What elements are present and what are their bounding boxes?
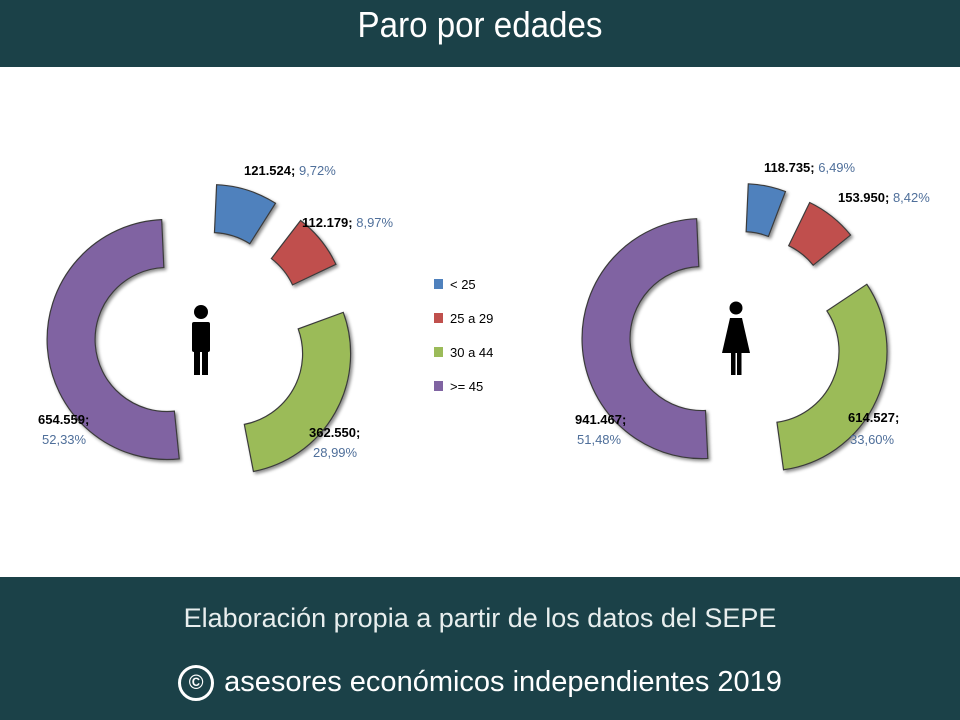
men-slice-30-44 (243, 311, 352, 473)
data-label: 362.550; (309, 425, 360, 440)
female-icon (722, 301, 750, 375)
legend-label-25-29: 25 a 29 (450, 311, 493, 326)
legend: < 25 25 a 29 30 a 44 >= 45 (434, 277, 493, 394)
legend-label-30-44: 30 a 44 (450, 345, 493, 360)
donut-charts: < 25 25 a 29 30 a 44 >= 45 121.524; 9,72… (38, 160, 930, 473)
legend-swatch-25-29 (434, 313, 443, 323)
copyright-icon: © (178, 665, 215, 701)
data-label: 614.527; (848, 410, 899, 425)
data-label: 121.524; 9,72% (244, 163, 336, 178)
data-label: 941.467; (575, 412, 626, 427)
data-label: 153.950; 8,42% (838, 190, 930, 205)
men-slice-25-29 (270, 219, 337, 286)
labels-women: 118.735; 6,49% 153.950; 8,42% 614.527; 3… (575, 160, 930, 447)
legend-label-lt25: < 25 (450, 277, 476, 292)
copyright-text: asesores económicos independientes 2019 (224, 666, 782, 698)
legend-swatch-gte45 (434, 381, 443, 391)
data-label: 118.735; 6,49% (764, 160, 856, 175)
source-note: Elaboración propia a partir de los datos… (183, 603, 777, 633)
women-slice-25-29 (787, 201, 852, 267)
male-icon (192, 305, 210, 375)
legend-label-gte45: >= 45 (450, 379, 483, 394)
copyright-line: © asesores económicos independientes 2019 (0, 665, 960, 701)
men-slice-lt25 (213, 184, 277, 245)
women-slice-30-44 (776, 283, 888, 471)
men-slice-gte45 (46, 218, 180, 461)
data-label: 52,33% (42, 432, 87, 447)
footer-bar: Elaboración propia a partir de los datos… (0, 577, 960, 720)
header-bar: Paro por edades (0, 0, 960, 67)
data-label: 28,99% (313, 445, 358, 460)
page-title: Paro por edades (357, 4, 603, 45)
women-slice-lt25 (745, 183, 787, 238)
legend-swatch-lt25 (434, 279, 443, 289)
data-label: 112.179; 8,97% (302, 215, 394, 230)
data-label: 654.559; (38, 412, 89, 427)
data-label: 33,60% (850, 432, 895, 447)
women-slice-gte45 (581, 218, 709, 460)
chart-area: < 25 25 a 29 30 a 44 >= 45 121.524; 9,72… (0, 67, 960, 577)
labels-men: 121.524; 9,72% 112.179; 8,97% 362.550; 2… (38, 163, 394, 460)
legend-swatch-30-44 (434, 347, 443, 357)
data-label: 51,48% (577, 432, 622, 447)
